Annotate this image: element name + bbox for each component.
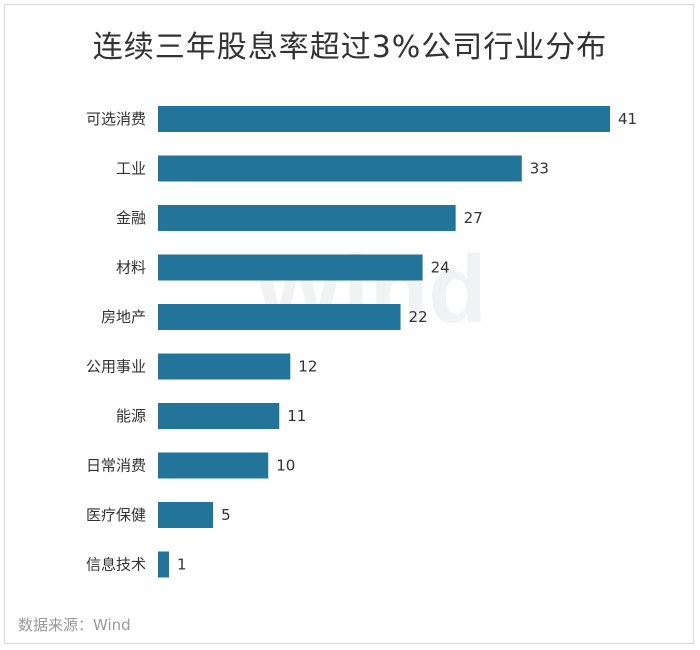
bar [158, 353, 291, 380]
value-label: 10 [276, 457, 295, 475]
value-label: 22 [409, 308, 428, 326]
category-label: 房地产 [101, 308, 146, 326]
category-label: 信息技术 [86, 556, 146, 574]
value-label: 1 [177, 556, 187, 574]
bars-group: 可选消费 41 工业 33 金融 27 材料 24 房地产 22 公用事业 12 能源 11 日常消费 10 医… [86, 106, 637, 578]
data-source-note: 数据来源：Wind [18, 616, 131, 634]
category-label: 工业 [116, 160, 146, 178]
value-label: 33 [530, 160, 549, 178]
value-label: 27 [464, 209, 483, 227]
value-label: 5 [221, 506, 231, 524]
bar [158, 205, 456, 231]
category-label: 金融 [116, 209, 146, 227]
category-label: 能源 [116, 407, 146, 425]
bar [158, 304, 401, 330]
bar [158, 502, 214, 528]
bar [158, 452, 269, 479]
value-label: 12 [298, 358, 317, 376]
value-label: 41 [618, 110, 637, 128]
value-label: 11 [287, 407, 306, 425]
bar [158, 155, 522, 182]
category-label: 可选消费 [86, 110, 146, 128]
value-label: 24 [431, 259, 450, 277]
category-label: 医疗保健 [86, 506, 146, 524]
category-label: 日常消费 [86, 457, 146, 475]
bar [158, 403, 280, 429]
category-label: 材料 [116, 259, 146, 277]
chart-title: 连续三年股息率超过3%公司行业分布 [92, 30, 608, 65]
category-label: 公用事业 [86, 358, 146, 376]
bar [158, 254, 423, 281]
bar [158, 106, 610, 132]
bar [158, 551, 170, 578]
